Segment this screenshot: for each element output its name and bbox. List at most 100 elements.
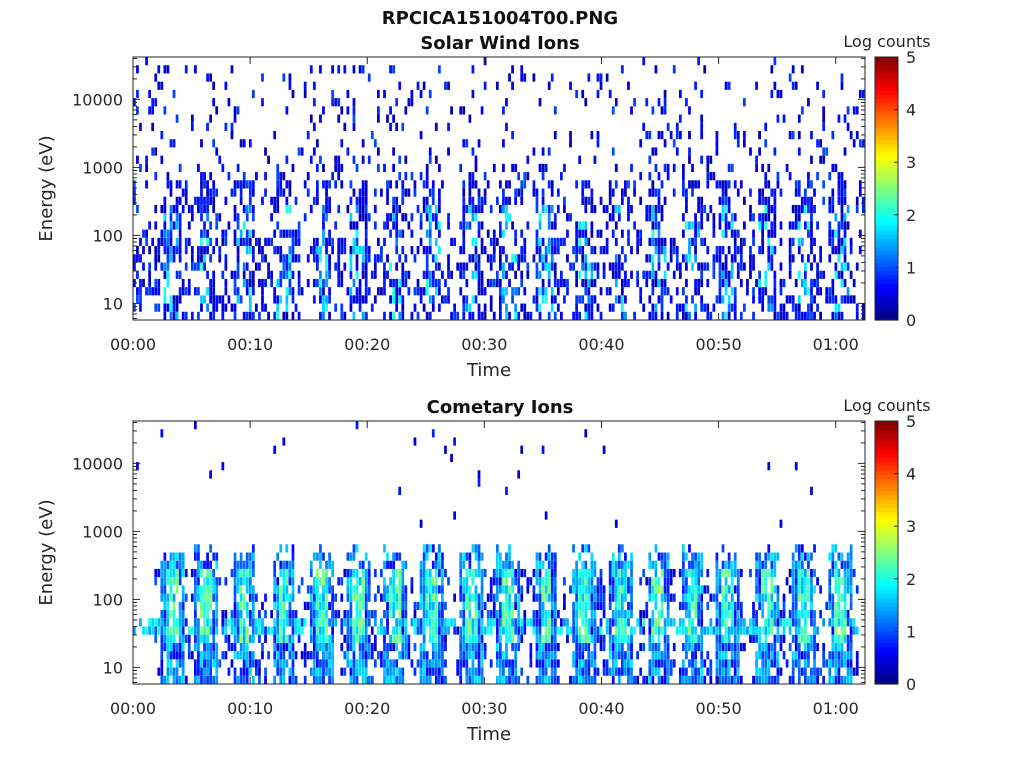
colorbar-step — [875, 258, 898, 264]
heatmap-cell — [816, 577, 819, 586]
heatmap-cell — [486, 229, 490, 238]
heatmap-cell — [206, 610, 209, 619]
heatmap-cell — [312, 651, 316, 660]
heatmap-cell — [660, 246, 664, 255]
heatmap-cell — [517, 262, 521, 271]
heatmap-cell — [279, 544, 283, 553]
heatmap-cell — [614, 204, 618, 214]
heatmap-cell — [197, 577, 200, 586]
heatmap-cell — [422, 675, 426, 684]
heatmap-cell — [584, 634, 588, 643]
heatmap-cell — [245, 213, 249, 222]
heatmap-cell — [791, 577, 795, 586]
heatmap-cell — [761, 560, 765, 569]
heatmap-cell — [343, 311, 347, 320]
heatmap-cell — [364, 593, 368, 602]
heatmap-cell — [739, 254, 743, 263]
heatmap-cell — [807, 196, 810, 205]
heatmap-cell — [691, 577, 694, 586]
heatmap-cell — [322, 552, 325, 561]
heatmap-cell — [282, 577, 286, 586]
heatmap-cell — [587, 73, 591, 82]
heatmap-cell — [480, 642, 484, 652]
heatmap-cell — [337, 254, 341, 263]
heatmap-cell — [438, 163, 441, 173]
heatmap-cell — [465, 568, 469, 578]
heatmap-cell — [541, 618, 545, 627]
heatmap-cell — [520, 667, 524, 676]
colorbar-step — [875, 315, 898, 321]
heatmap-cell — [419, 89, 423, 99]
heatmap-cell — [386, 552, 389, 561]
heatmap-cell — [200, 651, 203, 660]
heatmap-cell — [364, 270, 368, 279]
heatmap-cell — [599, 73, 603, 82]
heatmap-cell — [666, 172, 670, 181]
heatmap-cell — [627, 634, 630, 643]
heatmap-cell — [526, 270, 530, 279]
heatmap-cell — [578, 295, 582, 304]
heatmap-cell — [184, 188, 188, 197]
heatmap-cell — [621, 585, 624, 594]
heatmap-cell — [163, 642, 167, 652]
heatmap-cell — [133, 188, 136, 197]
heatmap-cell — [569, 130, 572, 140]
heatmap-cell — [203, 626, 206, 635]
heatmap-cell — [474, 651, 478, 660]
heatmap-cell — [462, 601, 466, 611]
heatmap-cell — [163, 303, 167, 312]
heatmap-cell — [474, 585, 478, 594]
heatmap-cell — [614, 180, 618, 189]
heatmap-cell — [584, 544, 588, 553]
heatmap-cell — [197, 552, 200, 561]
heatmap-cell — [767, 204, 771, 214]
heatmap-cell — [343, 65, 347, 74]
heatmap-cell — [431, 585, 435, 594]
heatmap-cell — [767, 229, 771, 238]
heatmap-cell — [572, 577, 575, 586]
heatmap-cell — [553, 667, 557, 676]
heatmap-cell — [215, 147, 219, 156]
heatmap-cell — [428, 270, 432, 279]
heatmap-cell — [611, 262, 615, 271]
heatmap-cell — [755, 667, 758, 676]
heatmap-cell — [331, 568, 334, 578]
heatmap-cell — [300, 651, 304, 660]
heatmap-cell — [553, 295, 557, 304]
heatmap-cell — [355, 254, 359, 263]
heatmap-cell — [377, 585, 380, 594]
heatmap-cell — [730, 262, 734, 271]
heatmap-cell — [459, 163, 463, 173]
heatmap-cell — [413, 287, 417, 296]
heatmap-cell — [813, 667, 816, 676]
heatmap-cell — [767, 675, 771, 684]
heatmap-cell — [544, 254, 548, 263]
heatmap-cell — [593, 585, 597, 594]
heatmap-cell — [438, 634, 441, 643]
heatmap-cell — [797, 130, 801, 140]
heatmap-cell — [630, 568, 633, 578]
heatmap-cell — [553, 642, 557, 652]
heatmap-cell — [303, 601, 307, 611]
colorbar-tick-label: 3 — [906, 517, 916, 536]
heatmap-cell — [282, 593, 286, 602]
heatmap-cell — [733, 229, 737, 238]
heatmap-cell — [596, 89, 600, 99]
heatmap-cell — [547, 221, 551, 230]
heatmap-cell — [404, 188, 408, 197]
heatmap-cell — [136, 254, 139, 263]
heatmap-cell — [611, 147, 615, 156]
heatmap-cell — [685, 295, 688, 304]
heatmap-cell — [566, 229, 569, 238]
heatmap-cell — [325, 651, 328, 660]
heatmap-cell — [166, 180, 170, 189]
heatmap-cell — [178, 568, 182, 578]
heatmap-cell — [361, 311, 365, 320]
heatmap-cell — [157, 618, 161, 627]
heatmap-cell — [154, 568, 158, 578]
colorbar-step — [875, 155, 898, 161]
heatmap-cell — [736, 593, 740, 602]
heatmap-cell — [236, 651, 240, 660]
heatmap-cell — [227, 172, 231, 181]
heatmap-cell — [477, 254, 481, 263]
